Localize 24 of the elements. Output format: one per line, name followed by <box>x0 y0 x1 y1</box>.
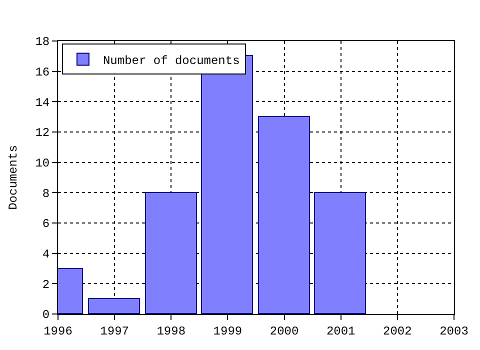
bar <box>258 116 310 314</box>
y-tick-label: 14 <box>35 96 50 110</box>
y-tick-label: 12 <box>35 126 50 140</box>
x-tick-label: 2000 <box>270 324 299 338</box>
y-tick-label: 8 <box>42 186 50 201</box>
y-tick-label: 18 <box>35 35 50 50</box>
x-tick-label: 2001 <box>326 324 356 338</box>
x-tick-label: 2002 <box>383 324 412 338</box>
bar <box>145 192 197 314</box>
x-tick-label: 1998 <box>156 324 186 338</box>
y-tick-label: 10 <box>35 156 50 171</box>
x-tick-label: 1999 <box>213 324 242 338</box>
legend-label: Number of documents <box>102 54 240 68</box>
y-tick-label: 2 <box>42 278 50 292</box>
y-tick-label: 16 <box>35 66 50 80</box>
bar <box>314 192 366 314</box>
bar <box>88 298 140 314</box>
y-tick-label: 0 <box>42 308 50 322</box>
x-tick-label: 1997 <box>100 324 129 338</box>
x-tick-label: 2003 <box>440 324 468 338</box>
y-tick-label: 6 <box>42 217 50 232</box>
y-axis-title: Documents <box>6 145 20 210</box>
x-tick-label: 1996 <box>44 324 72 338</box>
y-tick-label: 4 <box>42 248 50 262</box>
